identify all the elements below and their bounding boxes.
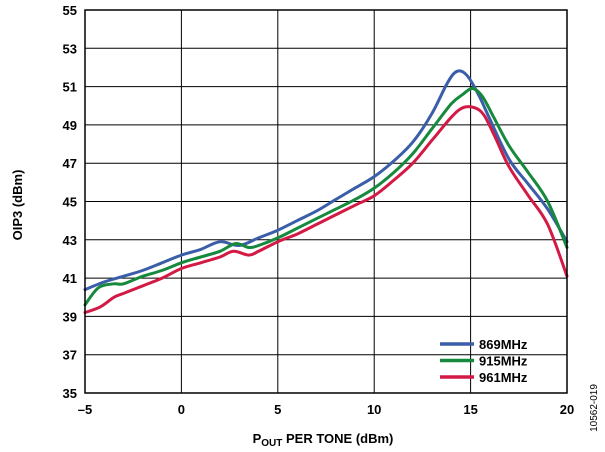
y-tick-label: 51 — [63, 80, 77, 95]
x-axis-title-subscript: OUT — [261, 438, 282, 449]
y-tick-labels: 35 37 39 41 43 45 47 49 51 53 55 — [63, 3, 77, 401]
y-tick-label: 35 — [63, 386, 77, 401]
y-tick-label: 53 — [63, 41, 77, 56]
x-axis-title-main: P — [253, 431, 262, 446]
y-tick-label: 47 — [63, 156, 77, 171]
x-tick-label: 20 — [560, 402, 574, 417]
legend-label: 961MHz — [479, 370, 528, 385]
grid — [84, 9, 568, 394]
x-tick-label: 5 — [274, 402, 281, 417]
y-tick-label: 43 — [63, 233, 77, 248]
y-tick-label: 37 — [63, 348, 77, 363]
x-tick-labels: –5 0 5 10 15 20 — [78, 402, 574, 417]
series-line-869mhz — [83, 69, 569, 292]
x-tick-label: 10 — [367, 402, 381, 417]
x-tick-label: –5 — [78, 402, 92, 417]
series-layer — [83, 69, 569, 315]
legend-label: 915MHz — [479, 354, 528, 369]
x-tick-label: 15 — [463, 402, 477, 417]
figure-id: 10562-019 — [589, 384, 600, 432]
y-axis-title: OIP3 (dBm) — [10, 170, 25, 241]
x-tick-label: 0 — [178, 402, 185, 417]
y-tick-label: 55 — [63, 3, 77, 18]
plot-frame — [84, 9, 568, 394]
y-tick-label: 49 — [63, 118, 77, 133]
series-line-961mhz — [83, 105, 569, 315]
y-tick-label: 39 — [63, 309, 77, 324]
series-line-915mhz — [83, 87, 569, 307]
legend-label: 869MHz — [479, 337, 528, 352]
x-axis-title-rest: PER TONE (dBm) — [282, 431, 393, 446]
y-tick-label: 45 — [63, 195, 77, 210]
y-tick-label: 41 — [63, 271, 77, 286]
x-axis-title: POUT PER TONE (dBm) — [253, 431, 394, 449]
